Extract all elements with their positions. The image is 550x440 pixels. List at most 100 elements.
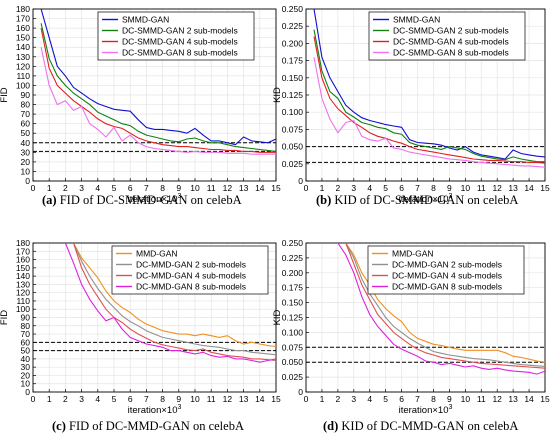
series-line: [345, 243, 545, 369]
x-tick-label: 11: [207, 183, 216, 193]
y-tick-label: 0.250: [282, 4, 304, 14]
x-axis-label: iteration×103: [128, 193, 182, 205]
y-tick-label: 0.150: [282, 73, 304, 83]
y-tick-label: 110: [16, 71, 30, 81]
x-tick-label: 14: [524, 183, 534, 193]
x-tick-label: 10: [190, 183, 200, 193]
legend-box: [111, 245, 269, 295]
y-tick-label: 0.050: [282, 142, 304, 152]
x-tick-label: 12: [492, 183, 502, 193]
x-tick-label: 2: [63, 394, 68, 404]
legend-label: DC-SMMD-GAN 8 sub-models: [122, 48, 238, 58]
x-tick-label: 15: [540, 183, 550, 193]
x-tick-label: 15: [271, 394, 281, 404]
y-tick-label: 0.075: [282, 342, 304, 352]
x-tick-label: 6: [128, 183, 133, 193]
x-axis-label: iteration×103: [128, 404, 182, 416]
y-axis-label: FID: [0, 310, 10, 325]
y-tick-label: 0.100: [282, 107, 304, 117]
series-line: [64, 243, 276, 363]
x-tick-label: 1: [320, 183, 325, 193]
series-line: [313, 29, 545, 163]
chart-d: 0 0.025 0.050 0.075 0.100 0.125 0.150 0.175 0.20…: [272, 238, 550, 416]
y-tick-label: 80: [21, 100, 31, 110]
series-line: [313, 9, 545, 160]
legend-label: SMMD-GAN: [393, 15, 440, 25]
y-tick-label: 140: [16, 42, 30, 52]
y-tick-label: 0: [25, 387, 30, 397]
chart-b: 0 0.025 0.050 0.075 0.100 0.125 0.150 0.175 0.20…: [272, 4, 550, 205]
y-tick-label: 0.025: [282, 372, 304, 382]
series-line: [73, 243, 276, 348]
x-tick-label: 0: [31, 394, 36, 404]
legend-label: DC-SMMD-GAN 4 sub-models: [393, 37, 509, 47]
y-tick-label: 0.200: [282, 38, 304, 48]
x-tick-label: 1: [47, 394, 52, 404]
y-tick-label: 180: [16, 4, 30, 14]
y-tick-label: 0.150: [282, 298, 304, 308]
x-tick-label: 14: [255, 394, 265, 404]
x-tick-label: 12: [223, 183, 233, 193]
series-line: [345, 243, 545, 363]
x-tick-label: 9: [447, 183, 452, 193]
x-tick-label: 0: [304, 394, 309, 404]
caption-d-prefix: (d): [323, 419, 339, 433]
legend-label: DC-SMMD-GAN 8 sub-models: [393, 48, 509, 58]
x-tick-label: 5: [112, 183, 117, 193]
legend-box: [368, 11, 526, 61]
y-tick-label: 50: [21, 128, 31, 138]
x-tick-label: 12: [492, 394, 502, 404]
x-tick-label: 15: [271, 183, 281, 193]
x-tick-label: 9: [447, 394, 452, 404]
legend-label: DC-MMD-GAN 2 sub-models: [392, 260, 502, 270]
y-tick-label: 0.025: [282, 159, 304, 169]
x-tick-label: 12: [223, 394, 233, 404]
y-tick-label: 0.125: [282, 90, 304, 100]
x-tick-label: 8: [160, 183, 165, 193]
x-tick-label: 5: [112, 394, 117, 404]
y-tick-label: 20: [21, 157, 31, 167]
caption-c-prefix: (c): [52, 419, 66, 433]
y-tick-label: 0: [25, 176, 30, 186]
caption-c-text: FID of DC-MMD-GAN on celebA: [65, 419, 244, 433]
y-tick-label: 0.250: [282, 238, 304, 248]
legend-label: SMMD-GAN: [122, 15, 169, 25]
legend-box: [97, 11, 255, 61]
x-tick-label: 13: [239, 183, 249, 193]
series-line: [40, 23, 276, 152]
x-tick-label: 0: [31, 183, 36, 193]
y-tick-label: 100: [16, 304, 30, 314]
x-tick-label: 2: [335, 183, 340, 193]
y-tick-label: 30: [21, 147, 31, 157]
y-tick-label: 0.175: [282, 56, 304, 66]
y-tick-label: 70: [21, 329, 31, 339]
legend-label: DC-MMD-GAN 4 sub-models: [136, 271, 246, 281]
legend-label: MMD-GAN: [136, 249, 178, 259]
y-tick-label: 140: [16, 271, 30, 281]
y-axis-label: KID: [272, 87, 283, 103]
y-tick-label: 80: [21, 321, 31, 331]
y-tick-label: 170: [16, 14, 30, 24]
y-tick-label: 100: [16, 80, 30, 90]
y-tick-label: 130: [16, 279, 30, 289]
y-tick-label: 40: [21, 138, 31, 148]
x-tick-label: 4: [95, 394, 100, 404]
x-tick-label: 1: [320, 394, 325, 404]
caption-a: (a) FID of DC-SMMD-GAN on celebA: [42, 193, 242, 208]
caption-d: (d) KID of DC-MMD-GAN on celebA: [323, 419, 518, 434]
x-tick-label: 5: [383, 183, 388, 193]
x-tick-label: 13: [508, 183, 518, 193]
x-tick-label: 3: [351, 183, 356, 193]
chart-c: 0102030405060708090100110120130140150160…: [0, 238, 281, 416]
legend-label: DC-MMD-GAN 4 sub-models: [392, 271, 502, 281]
x-tick-label: 6: [399, 394, 404, 404]
series-line: [40, 9, 276, 146]
y-tick-label: 120: [16, 288, 30, 298]
legend-label: DC-MMD-GAN 2 sub-models: [136, 260, 246, 270]
y-tick-label: 160: [16, 255, 30, 265]
x-axis-label: iteration×103: [399, 193, 453, 205]
x-tick-label: 3: [79, 183, 84, 193]
chart-a: 0102030405060708090100110120130140150160…: [0, 4, 281, 205]
